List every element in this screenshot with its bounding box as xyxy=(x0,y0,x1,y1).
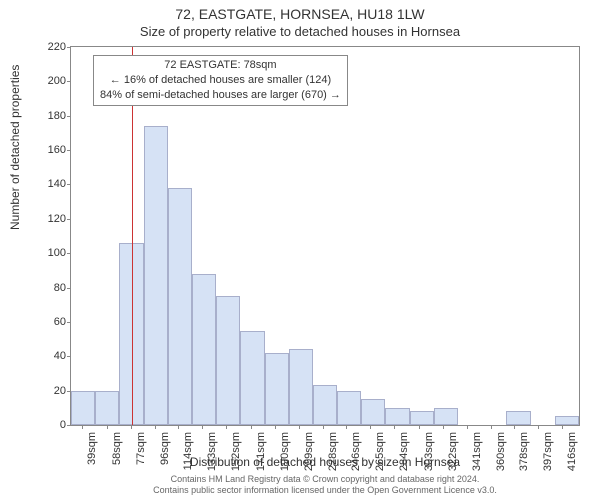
xtick-mark xyxy=(323,425,324,429)
histogram-bar xyxy=(240,331,264,426)
histogram-bar xyxy=(555,416,579,425)
xtick-mark xyxy=(562,425,563,429)
xtick-mark xyxy=(514,425,515,429)
xtick-label: 397sqm xyxy=(542,432,554,471)
xtick-mark xyxy=(275,425,276,429)
ytick-label: 220 xyxy=(48,41,66,53)
ytick-label: 80 xyxy=(54,282,66,294)
histogram-bar xyxy=(361,399,385,425)
xtick-label: 246sqm xyxy=(350,432,362,471)
xtick-mark xyxy=(202,425,203,429)
xtick-label: 265sqm xyxy=(374,432,386,471)
histogram-bar xyxy=(95,391,119,425)
xtick-label: 77sqm xyxy=(135,432,147,465)
ytick-mark xyxy=(67,356,71,357)
ytick-mark xyxy=(67,253,71,254)
xtick-label: 303sqm xyxy=(423,432,435,471)
ytick-label: 40 xyxy=(54,350,66,362)
xtick-mark xyxy=(443,425,444,429)
ytick-label: 120 xyxy=(48,213,66,225)
ytick-mark xyxy=(67,219,71,220)
histogram-bar xyxy=(216,296,240,425)
ytick-label: 20 xyxy=(54,385,66,397)
ytick-label: 200 xyxy=(48,75,66,87)
xtick-label: 209sqm xyxy=(303,432,315,471)
copyright-line1: Contains HM Land Registry data © Crown c… xyxy=(171,474,480,484)
xtick-mark xyxy=(107,425,108,429)
xtick-label: 416sqm xyxy=(566,432,578,471)
page-title-line2: Size of property relative to detached ho… xyxy=(0,24,600,39)
xtick-label: 96sqm xyxy=(159,432,171,465)
copyright-line2: Contains public sector information licen… xyxy=(153,485,497,495)
ytick-label: 100 xyxy=(48,247,66,259)
xtick-mark xyxy=(346,425,347,429)
xtick-mark xyxy=(467,425,468,429)
info-line1: 72 EASTGATE: 78sqm xyxy=(100,58,341,73)
xtick-mark xyxy=(299,425,300,429)
ytick-mark xyxy=(67,322,71,323)
xtick-label: 284sqm xyxy=(398,432,410,471)
copyright-notice: Contains HM Land Registry data © Crown c… xyxy=(70,474,580,496)
ytick-mark xyxy=(67,288,71,289)
histogram-bar xyxy=(144,126,168,425)
xtick-mark xyxy=(155,425,156,429)
ytick-mark xyxy=(67,184,71,185)
xtick-label: 114sqm xyxy=(182,432,194,470)
xtick-label: 39sqm xyxy=(86,432,98,465)
histogram-bar xyxy=(168,188,192,425)
page-title-line1: 72, EASTGATE, HORNSEA, HU18 1LW xyxy=(0,6,600,22)
ytick-mark xyxy=(67,425,71,426)
histogram-bar xyxy=(313,385,337,425)
xtick-mark xyxy=(538,425,539,429)
xtick-mark xyxy=(131,425,132,429)
ytick-mark xyxy=(67,116,71,117)
info-line3: 84% of semi-detached houses are larger (… xyxy=(100,88,341,103)
xtick-mark xyxy=(394,425,395,429)
ytick-mark xyxy=(67,81,71,82)
info-line2: ← 16% of detached houses are smaller (12… xyxy=(100,73,341,88)
ytick-label: 180 xyxy=(48,110,66,122)
ytick-mark xyxy=(67,391,71,392)
xtick-label: 190sqm xyxy=(279,432,291,471)
xtick-label: 228sqm xyxy=(327,432,339,471)
xtick-label: 322sqm xyxy=(447,432,459,471)
xtick-mark xyxy=(419,425,420,429)
chart-area: 72 EASTGATE: 78sqm← 16% of detached hous… xyxy=(70,46,580,426)
ytick-mark xyxy=(67,47,71,48)
histogram-bar xyxy=(434,408,458,425)
xtick-label: 341sqm xyxy=(471,432,483,471)
xtick-label: 152sqm xyxy=(230,432,242,471)
histogram-bar xyxy=(410,411,434,425)
xtick-label: 171sqm xyxy=(255,432,267,471)
histogram-bar xyxy=(192,274,216,425)
ytick-label: 0 xyxy=(60,419,66,431)
xtick-mark xyxy=(251,425,252,429)
histogram-bar xyxy=(289,349,313,425)
plot-region: 72 EASTGATE: 78sqm← 16% of detached hous… xyxy=(71,47,579,425)
ytick-label: 60 xyxy=(54,316,66,328)
ytick-label: 160 xyxy=(48,144,66,156)
histogram-bar xyxy=(506,411,530,425)
xtick-mark xyxy=(82,425,83,429)
histogram-bar xyxy=(385,408,409,425)
xtick-mark xyxy=(226,425,227,429)
y-axis-label: Number of detached properties xyxy=(8,65,22,230)
xtick-label: 378sqm xyxy=(518,432,530,471)
property-info-box: 72 EASTGATE: 78sqm← 16% of detached hous… xyxy=(93,55,348,106)
xtick-label: 360sqm xyxy=(495,432,507,471)
histogram-bar xyxy=(265,353,289,425)
histogram-bar xyxy=(71,391,95,425)
histogram-bar xyxy=(337,391,361,425)
xtick-mark xyxy=(491,425,492,429)
chart-container: 72, EASTGATE, HORNSEA, HU18 1LW Size of … xyxy=(0,0,600,500)
xtick-mark xyxy=(178,425,179,429)
xtick-mark xyxy=(370,425,371,429)
xtick-label: 133sqm xyxy=(206,432,218,471)
xtick-label: 58sqm xyxy=(111,432,123,465)
ytick-mark xyxy=(67,150,71,151)
ytick-label: 140 xyxy=(48,178,66,190)
